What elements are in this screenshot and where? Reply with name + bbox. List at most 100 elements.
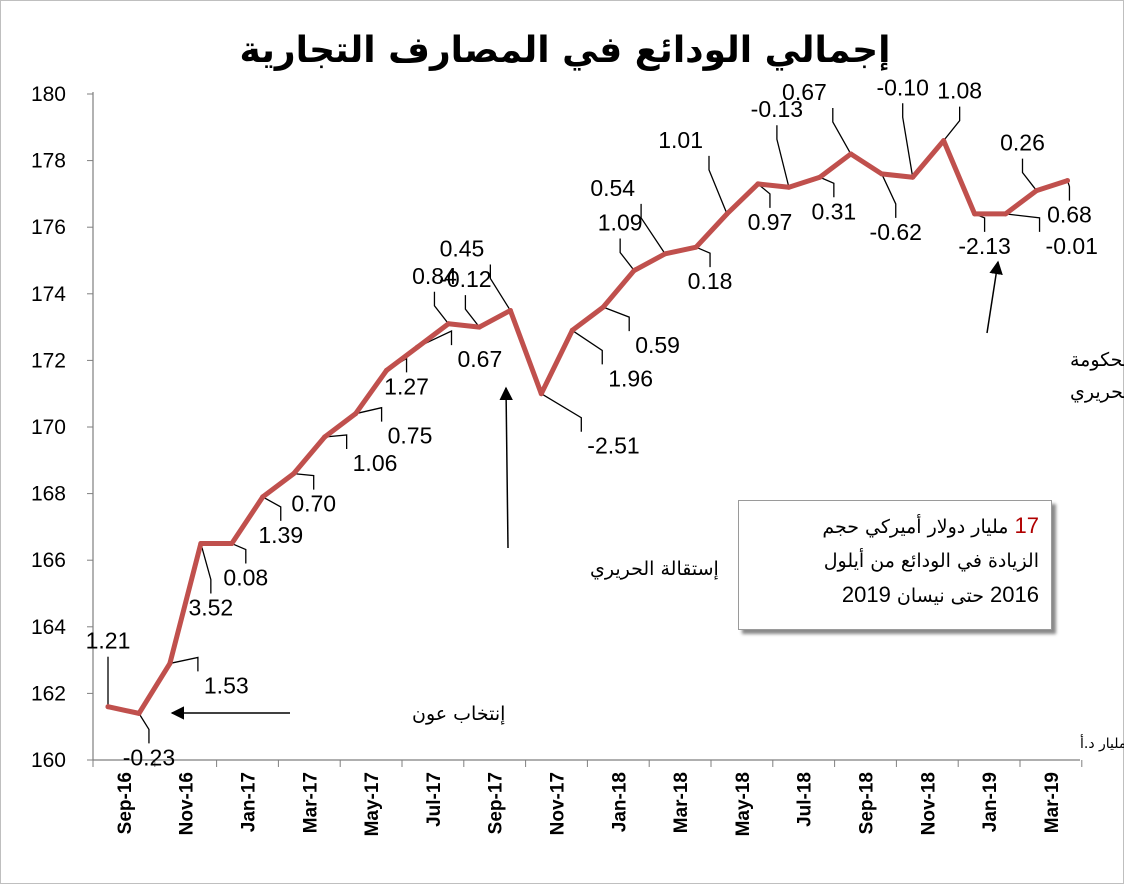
data-point bbox=[322, 434, 328, 440]
annotations: إنتخاب عون إستقالة الحريري تشكيل الحكومة ال… bbox=[170, 260, 1124, 726]
x-tick-label: Nov-16 bbox=[177, 772, 198, 835]
x-tick-label: Mar-19 bbox=[1042, 772, 1063, 833]
data-point bbox=[198, 541, 204, 547]
label-connector bbox=[138, 713, 150, 744]
y-tick-label: 170 bbox=[31, 416, 66, 439]
label-connector bbox=[819, 176, 835, 198]
data-point bbox=[1034, 188, 1039, 194]
data-point bbox=[291, 471, 297, 477]
label-connector bbox=[695, 246, 711, 268]
label-connector bbox=[433, 291, 449, 325]
annotation-government-line-1: تشكيل الحكومة bbox=[1070, 349, 1124, 371]
data-label: 1.39 bbox=[258, 522, 303, 548]
x-tick-label: Mar-18 bbox=[671, 772, 692, 833]
data-label: 0.08 bbox=[223, 565, 268, 591]
label-connector bbox=[293, 472, 315, 490]
summary-line-2: الزيادة في الودائع من أيلول bbox=[823, 550, 1039, 572]
data-point bbox=[105, 704, 111, 710]
summary-year-start: 2016 bbox=[990, 582, 1039, 607]
data-label: -0.13 bbox=[751, 96, 803, 122]
label-connector bbox=[757, 183, 771, 208]
data-label: 0.67 bbox=[458, 346, 503, 372]
data-label: 0.31 bbox=[811, 198, 856, 224]
data-point bbox=[786, 184, 792, 190]
label-connector bbox=[619, 238, 635, 271]
x-tick-label: Jan-19 bbox=[980, 772, 1001, 832]
label-connector bbox=[1066, 180, 1071, 201]
data-label: -0.01 bbox=[1046, 233, 1098, 259]
data-point bbox=[167, 660, 173, 666]
data-label: -0.62 bbox=[870, 219, 922, 245]
label-connector bbox=[602, 306, 630, 332]
label-connector bbox=[262, 496, 282, 521]
y-tick-label: 164 bbox=[31, 616, 66, 639]
label-connector bbox=[571, 329, 603, 365]
data-point bbox=[507, 307, 513, 313]
label-connector bbox=[489, 264, 511, 311]
x-tick-label: Mar-17 bbox=[300, 772, 321, 833]
label-connector bbox=[540, 393, 582, 432]
data-label: 0.97 bbox=[748, 209, 793, 235]
data-label: 1.06 bbox=[353, 450, 398, 476]
label-connectors bbox=[107, 103, 1071, 744]
data-label: 0.54 bbox=[590, 175, 635, 201]
y-tick-label: 160 bbox=[31, 749, 66, 772]
data-point bbox=[538, 391, 544, 397]
data-point bbox=[910, 174, 916, 180]
summary-line-1-text: مليار دولار أميركي حجم bbox=[822, 516, 1009, 538]
label-connector bbox=[417, 330, 453, 348]
data-label: -2.13 bbox=[958, 233, 1010, 259]
x-tick-label: Sep-16 bbox=[115, 772, 136, 834]
label-connector bbox=[464, 295, 480, 328]
summary-box: 17 مليار دولار أميركي حجم الزيادة في الو… bbox=[738, 500, 1052, 630]
data-point bbox=[755, 181, 761, 187]
data-point bbox=[476, 324, 482, 330]
summary-highlight: 17 bbox=[1014, 513, 1039, 538]
x-tick-label: Jul-17 bbox=[424, 772, 445, 827]
data-label: 0.75 bbox=[388, 423, 433, 449]
summary-year-end: 2019 bbox=[841, 582, 891, 607]
data-point bbox=[229, 541, 235, 547]
data-label: 0.67 bbox=[782, 79, 827, 105]
y-tick-label: 176 bbox=[31, 216, 66, 239]
summary-line-3-text: حتى نيسان bbox=[896, 585, 984, 607]
summary-line-3: 2016 حتى نيسان 2019 bbox=[747, 578, 1039, 613]
x-tick-label: May-17 bbox=[362, 772, 383, 836]
data-label: 3.52 bbox=[188, 595, 233, 621]
y-tick-label: 168 bbox=[31, 483, 66, 506]
data-point bbox=[972, 211, 978, 217]
x-tick-label: Sep-18 bbox=[857, 772, 878, 834]
label-connector bbox=[902, 103, 914, 178]
data-point bbox=[724, 211, 730, 217]
y-tick-label: 174 bbox=[31, 283, 66, 306]
label-connector bbox=[231, 542, 247, 564]
data-label: 1.01 bbox=[658, 127, 703, 153]
data-point bbox=[1003, 211, 1009, 217]
data-point bbox=[353, 411, 359, 417]
y-tick-label: 166 bbox=[31, 549, 66, 572]
label-connector bbox=[355, 406, 383, 422]
x-tick-label: Jul-18 bbox=[795, 772, 816, 827]
data-point bbox=[569, 327, 575, 333]
data-point bbox=[879, 171, 885, 177]
data-point bbox=[662, 251, 668, 257]
y-tick-label: 178 bbox=[31, 150, 66, 173]
x-tick-label: Jan-17 bbox=[239, 772, 260, 832]
y-tick-label: 180 bbox=[31, 83, 66, 106]
data-point bbox=[384, 367, 390, 373]
label-connector bbox=[200, 543, 212, 594]
label-connector bbox=[1005, 213, 1041, 232]
annotation-election: إنتخاب عون bbox=[412, 703, 505, 726]
data-label: 0.59 bbox=[635, 332, 680, 358]
data-point bbox=[445, 321, 451, 327]
data-point bbox=[600, 304, 606, 310]
data-label: 0.26 bbox=[1000, 130, 1045, 156]
data-point bbox=[941, 138, 947, 144]
chart-title: إجمالي الودائع في المصارف التجارية bbox=[240, 30, 891, 71]
data-point bbox=[631, 267, 637, 273]
data-point bbox=[1064, 178, 1070, 184]
data-label: 0.70 bbox=[291, 491, 336, 517]
data-label: 1.09 bbox=[598, 209, 643, 235]
x-tick-label: Jan-18 bbox=[609, 772, 630, 832]
